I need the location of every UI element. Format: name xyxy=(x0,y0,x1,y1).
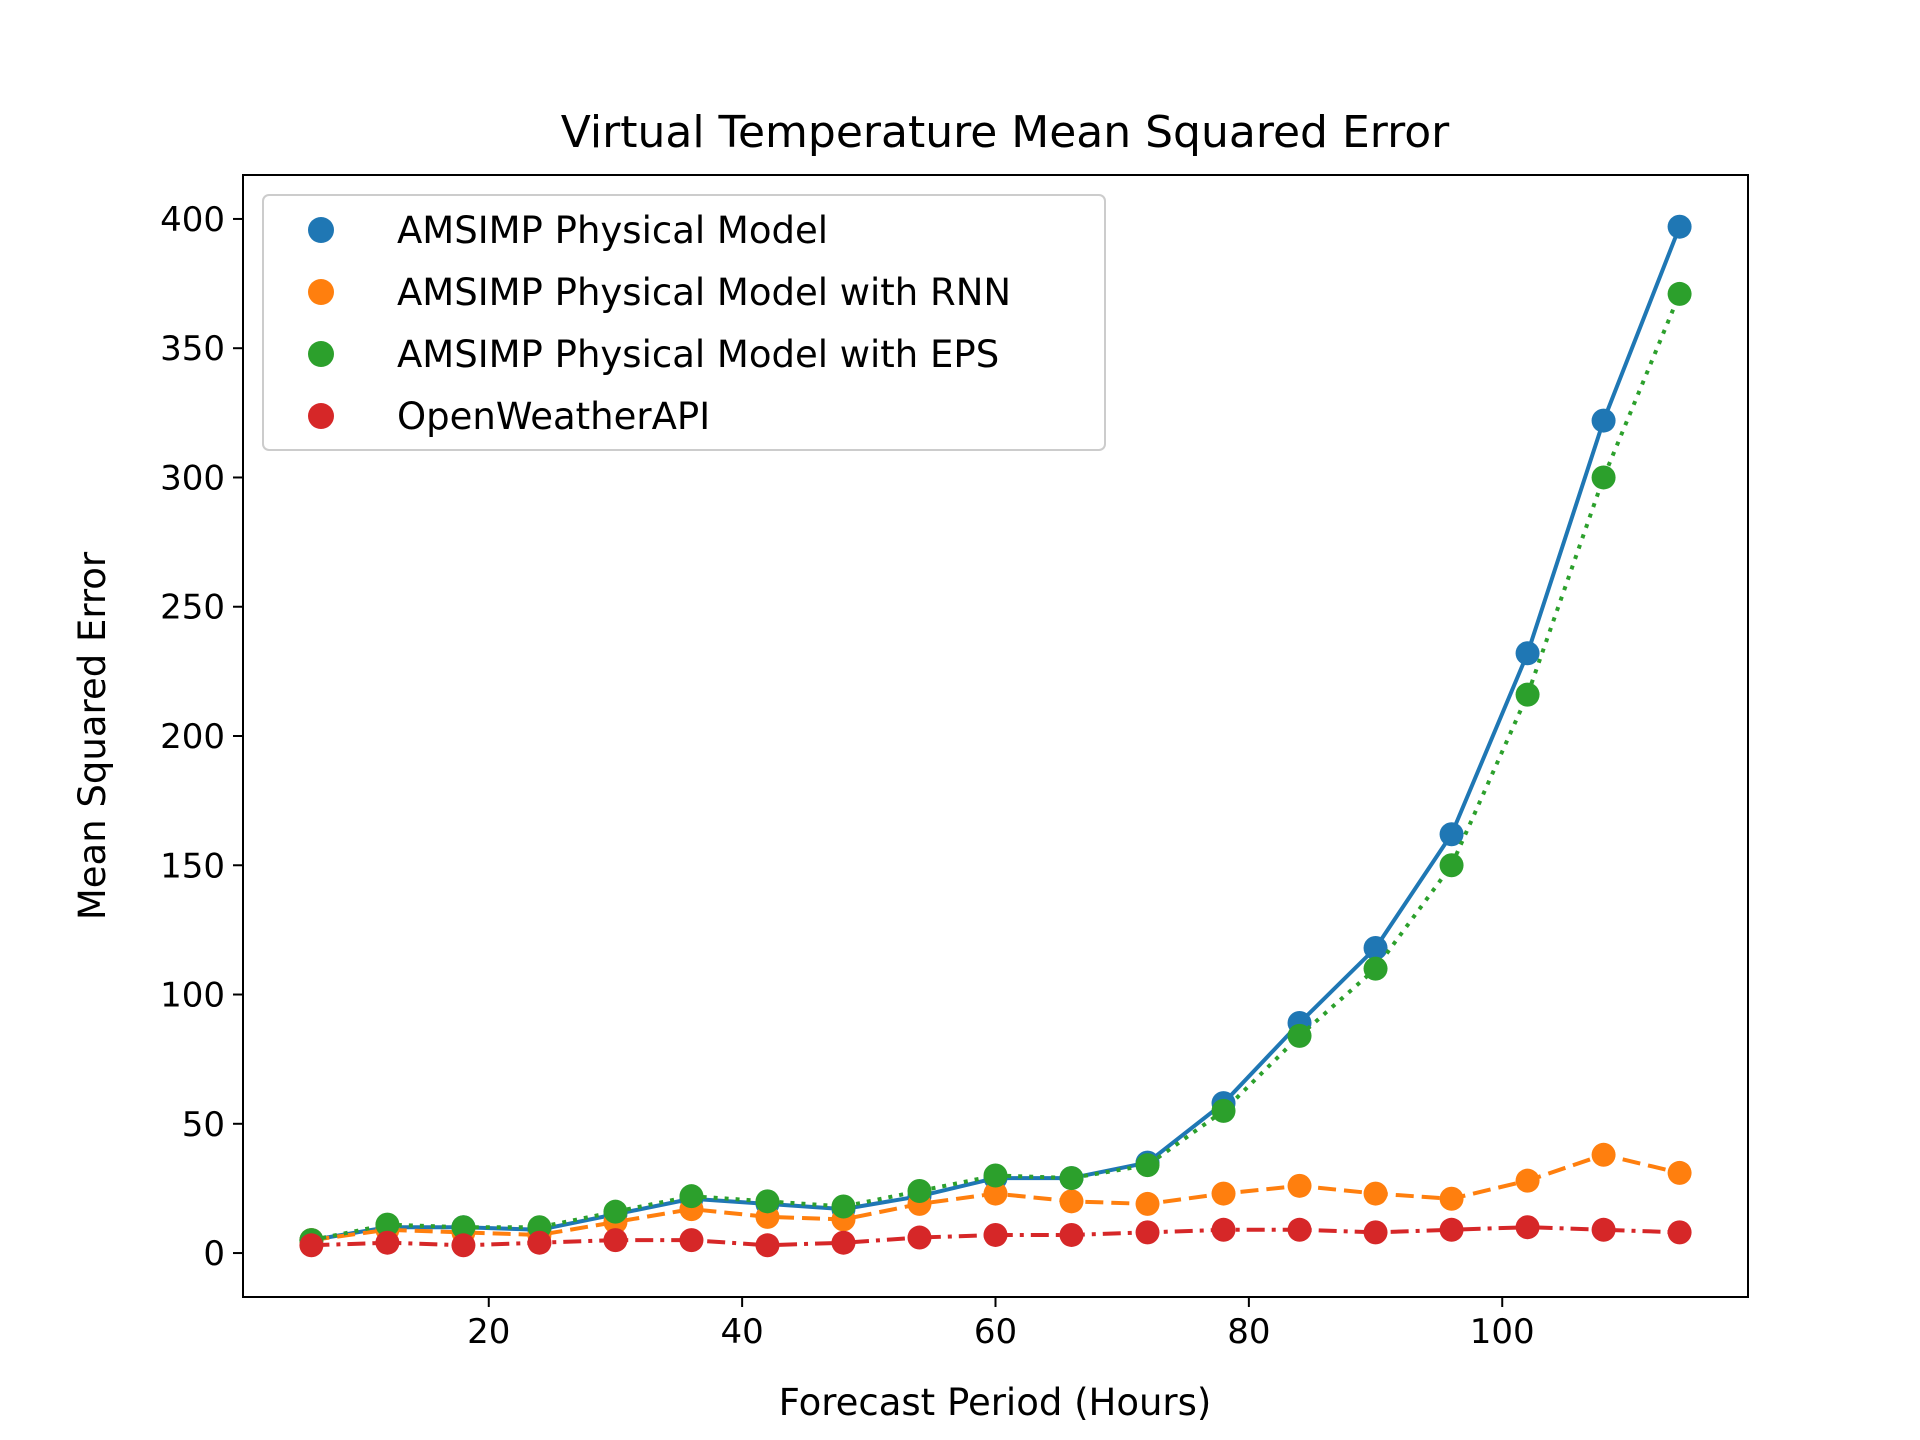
data-point xyxy=(907,1179,932,1204)
legend-marker xyxy=(308,279,334,305)
x-tick-label: 60 xyxy=(974,1312,1017,1352)
data-point xyxy=(1363,1181,1388,1206)
data-point xyxy=(1211,1181,1236,1206)
legend-label: AMSIMP Physical Model xyxy=(397,209,828,252)
legend-marker xyxy=(308,341,334,367)
data-point xyxy=(755,1233,780,1258)
y-axis-ticks: 0 50 100 150 200 250 300 350 400 xyxy=(160,200,243,1274)
data-point xyxy=(1363,1220,1388,1245)
data-point xyxy=(603,1199,628,1224)
data-point xyxy=(1439,822,1464,847)
legend-label: OpenWeatherAPI xyxy=(397,395,710,438)
x-tick-label: 100 xyxy=(1470,1312,1535,1352)
series-layer xyxy=(299,214,1692,1258)
data-point xyxy=(603,1228,628,1253)
x-tick-label: 40 xyxy=(721,1312,764,1352)
data-point xyxy=(1059,1189,1084,1214)
data-point xyxy=(1515,1168,1540,1193)
chart-title: Virtual Temperature Mean Squared Error xyxy=(561,107,1450,158)
data-point xyxy=(1667,214,1692,239)
legend-label: AMSIMP Physical Model with RNN xyxy=(397,271,1011,314)
y-tick-label: 100 xyxy=(160,976,225,1016)
series-4 xyxy=(299,1215,1692,1258)
data-point xyxy=(1667,1220,1692,1245)
data-point xyxy=(1667,1160,1692,1185)
legend-label: AMSIMP Physical Model with EPS xyxy=(397,333,999,376)
data-point xyxy=(1135,1220,1160,1245)
legend-marker xyxy=(308,403,334,429)
y-tick-label: 250 xyxy=(160,588,225,628)
data-point xyxy=(679,1184,704,1209)
data-point xyxy=(451,1233,476,1258)
data-point xyxy=(1211,1098,1236,1123)
data-point xyxy=(1667,281,1692,306)
legend-box xyxy=(262,194,1106,451)
data-point xyxy=(527,1230,552,1255)
data-point xyxy=(1439,1186,1464,1211)
data-point xyxy=(1059,1166,1084,1191)
y-tick-label: 300 xyxy=(160,458,225,498)
data-point xyxy=(1363,935,1388,960)
data-point xyxy=(907,1225,932,1250)
data-point xyxy=(1591,465,1616,490)
legend-marker xyxy=(308,217,334,243)
data-point xyxy=(983,1163,1008,1188)
data-point xyxy=(679,1228,704,1253)
data-point xyxy=(299,1233,324,1258)
series-3 xyxy=(299,281,1692,1253)
data-point xyxy=(1211,1217,1236,1242)
data-point xyxy=(1135,1153,1160,1178)
data-point xyxy=(1287,1217,1312,1242)
y-tick-label: 50 xyxy=(182,1105,225,1145)
data-point xyxy=(1439,1217,1464,1242)
data-point xyxy=(1591,1217,1616,1242)
data-point xyxy=(1515,641,1540,666)
data-point xyxy=(1591,408,1616,433)
y-tick-label: 150 xyxy=(160,846,225,886)
data-point xyxy=(1135,1191,1160,1216)
data-point xyxy=(755,1189,780,1214)
data-point xyxy=(983,1222,1008,1247)
y-axis-label: Mean Squared Error xyxy=(71,551,114,920)
data-point xyxy=(1439,853,1464,878)
data-point xyxy=(983,1181,1008,1206)
data-point xyxy=(1591,1142,1616,1167)
x-tick-label: 80 xyxy=(1227,1312,1270,1352)
y-tick-label: 350 xyxy=(160,329,225,369)
data-point xyxy=(1515,682,1540,707)
data-point xyxy=(1515,1215,1540,1240)
x-tick-label: 20 xyxy=(467,1312,510,1352)
data-point xyxy=(1287,1023,1312,1048)
data-point xyxy=(451,1215,476,1240)
data-point xyxy=(831,1194,856,1219)
data-point xyxy=(375,1212,400,1237)
data-point xyxy=(1363,956,1388,981)
data-point xyxy=(1287,1173,1312,1198)
x-axis-ticks: 20 40 60 80 100 xyxy=(467,1297,1535,1352)
x-axis-label: Forecast Period (Hours) xyxy=(779,1381,1212,1424)
data-point xyxy=(831,1230,856,1255)
data-point xyxy=(375,1230,400,1255)
data-point xyxy=(1059,1222,1084,1247)
y-tick-label: 400 xyxy=(160,200,225,240)
y-tick-label: 200 xyxy=(160,717,225,757)
y-tick-label: 0 xyxy=(203,1234,225,1274)
legend: AMSIMP Physical Model AMSIMP Physical Mod… xyxy=(262,194,1106,451)
